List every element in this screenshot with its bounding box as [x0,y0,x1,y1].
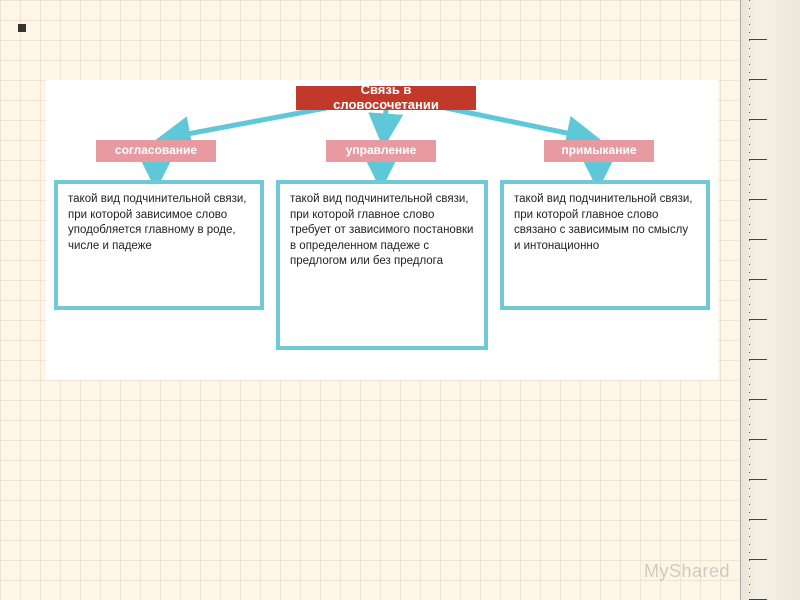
diagram-panel: Связь в словосочетании согласование управ… [46,80,718,380]
mid-node-2: примыкание [544,140,654,162]
mid-node-1: управление [326,140,436,162]
leaf-node-0: такой вид подчинительной связи, при кото… [54,180,264,310]
mid-label-0: согласование [115,144,197,158]
arrow-2 [446,108,591,138]
mid-label-1: управление [346,144,417,158]
root-label: Связь в словосочетании [306,83,466,113]
ruler-decoration [740,0,800,600]
arrow-1 [384,110,386,138]
watermark: MyShared [644,561,730,582]
root-node: Связь в словосочетании [296,86,476,110]
bullet-marker [18,24,26,32]
arrow-0 [166,108,326,138]
mid-label-2: примыкание [561,144,636,158]
leaf-node-1: такой вид подчинительной связи, при кото… [276,180,488,350]
mid-node-0: согласование [96,140,216,162]
leaf-node-2: такой вид подчинительной связи, при кото… [500,180,710,310]
